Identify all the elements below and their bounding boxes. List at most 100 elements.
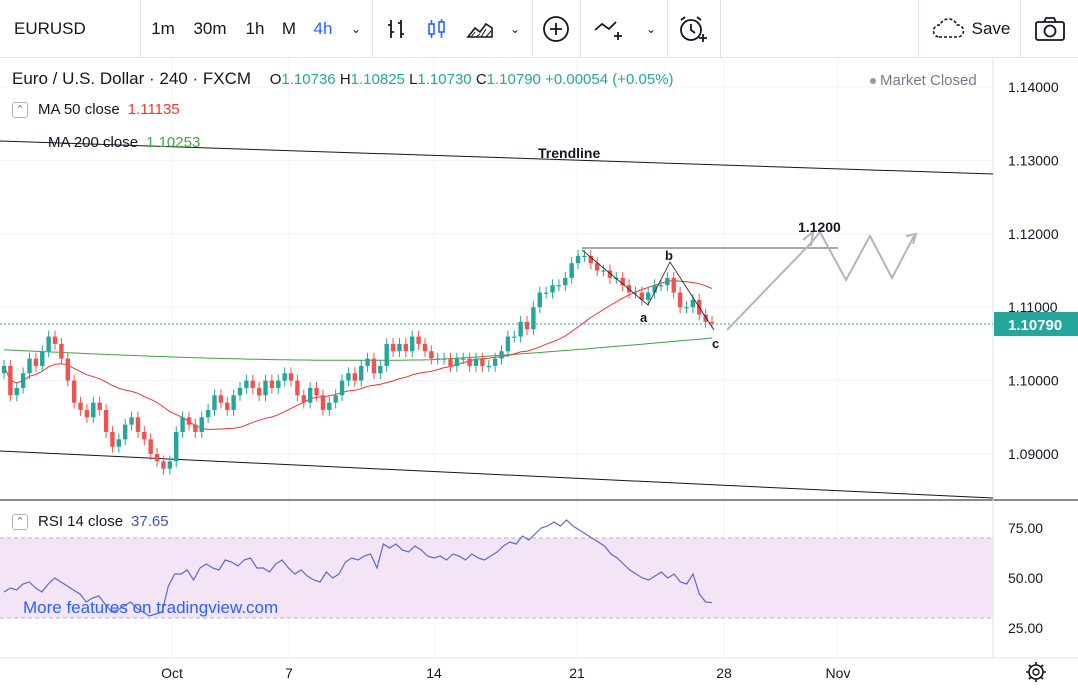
candle-body — [563, 277, 568, 286]
chart-type-dropdown[interactable]: ⌄ — [502, 0, 528, 58]
candle-body — [116, 439, 122, 447]
toolbar-divider — [667, 0, 668, 58]
ohlc-values: O1.10736 H1.10825 L1.10730 C1.10790 +0.0… — [270, 71, 674, 88]
bar-style-button[interactable] — [378, 0, 416, 58]
bars-icon — [388, 20, 404, 38]
alert-button[interactable] — [670, 0, 716, 58]
interval-1h-button[interactable]: 1h — [237, 0, 273, 58]
interval-M-button[interactable]: M — [274, 0, 304, 58]
candle-body — [122, 424, 128, 440]
lower-trendline[interactable] — [0, 450, 994, 499]
candle-body — [448, 358, 453, 366]
candle-body — [97, 402, 102, 410]
candle-body — [556, 285, 562, 287]
candle-body — [646, 292, 651, 300]
candle-body — [193, 424, 198, 432]
compare-symbol-button[interactable] — [585, 0, 635, 58]
candle-body — [161, 461, 166, 469]
screenshot-button[interactable] — [1025, 0, 1075, 58]
interval-label: 30m — [193, 19, 227, 38]
toolbar-divider — [720, 0, 721, 58]
candle-body — [52, 336, 58, 344]
candle-body — [339, 380, 345, 396]
rsi-legend[interactable]: ⌃ RSI 14 close 37.65 — [12, 513, 169, 530]
candle-body — [84, 409, 90, 418]
wave-b-label: b — [665, 248, 673, 263]
candle-body — [327, 402, 332, 410]
candle-body — [8, 365, 13, 396]
candle-body — [492, 358, 498, 366]
add-indicator-button[interactable] — [535, 0, 577, 58]
settings-gear-icon[interactable] — [1026, 662, 1046, 682]
price-tick-label: 1.14000 — [1008, 79, 1059, 95]
tradingview-promo-link[interactable]: More features on tradingview.com — [23, 598, 279, 617]
interval-dropdown-button[interactable]: ⌄ — [343, 0, 369, 58]
candle-body — [20, 373, 26, 388]
collapse-icon[interactable]: ⌃ — [12, 101, 28, 118]
candle-body — [518, 321, 523, 337]
candle-style-button[interactable] — [418, 0, 456, 58]
candle-body — [397, 343, 402, 352]
high-label: H — [339, 71, 351, 88]
candle-body — [180, 417, 185, 432]
interval-30m-button[interactable]: 30m — [186, 0, 234, 58]
candle-body — [129, 417, 134, 425]
arrowhead-icon — [905, 232, 918, 245]
cloud-icon — [932, 18, 964, 38]
candle-body — [531, 307, 536, 330]
rsi-axis[interactable]: 75.00 50.00 25.00 — [1008, 520, 1043, 636]
interval-1m-button[interactable]: 1m — [143, 0, 183, 58]
top-toolbar: EURUSD 1m 30m 1h M 4h ⌄ ⌄ ⌄ Save — [0, 0, 1078, 58]
candle-body — [46, 336, 51, 352]
ma200-path — [3, 337, 713, 361]
compare-dropdown[interactable]: ⌄ — [638, 0, 664, 58]
candle-body — [1, 365, 7, 374]
area-style-button[interactable] — [460, 0, 500, 58]
projection-zigzag[interactable] — [809, 230, 915, 283]
ma50-legend[interactable]: ⌃ MA 50 close 1.11135 — [12, 101, 180, 118]
candle-body — [365, 358, 370, 366]
abc-wave-line[interactable] — [581, 249, 715, 331]
interval-label: 1h — [245, 19, 265, 38]
candle-body — [14, 387, 19, 396]
change-value: +0.00054 (+0.05%) — [545, 71, 674, 88]
symbol-search-button[interactable]: EURUSD — [0, 0, 140, 58]
plus-circle-icon — [543, 16, 569, 42]
candle-body — [703, 314, 708, 322]
candle-body — [435, 358, 440, 360]
low-value: 1.10730 — [417, 71, 472, 88]
candle-body — [569, 263, 574, 278]
candle-body — [91, 402, 96, 418]
candle-body — [582, 255, 587, 258]
candle-body — [671, 277, 676, 293]
low-label: L — [409, 71, 418, 88]
candle-body — [199, 417, 204, 432]
candle-body — [27, 358, 32, 374]
candle-body — [288, 373, 294, 381]
candle-body — [78, 402, 83, 410]
candle-body — [709, 321, 715, 324]
time-tick-label: 21 — [569, 665, 585, 681]
save-label: Save — [971, 19, 1011, 38]
save-button[interactable]: Save — [924, 0, 1016, 58]
candle-body — [154, 454, 160, 462]
candle-body — [620, 277, 625, 286]
candle-body — [307, 387, 313, 403]
candle-body — [441, 358, 447, 360]
interval-4h-button[interactable]: 4h — [305, 0, 341, 58]
projection-arrow-up[interactable] — [726, 243, 811, 331]
candle-body — [295, 380, 300, 396]
arrowhead-icon — [802, 229, 815, 247]
candle-body — [333, 395, 338, 403]
time-axis[interactable]: Oct 7 14 21 28 Nov — [161, 665, 850, 681]
candle-body — [269, 380, 275, 388]
compare-icon — [594, 21, 622, 40]
price-axis[interactable]: 1.14000 1.13000 1.12000 1.11000 1.10000 1.090… — [1008, 79, 1059, 462]
collapse-icon[interactable]: ⌃ — [12, 513, 28, 530]
candle-body — [103, 409, 109, 432]
upper-trendline[interactable] — [0, 140, 994, 175]
ma200-legend[interactable]: MA 200 close 1.10253 — [48, 134, 200, 151]
candle-body — [639, 292, 645, 300]
wave-a-label: a — [640, 310, 648, 325]
